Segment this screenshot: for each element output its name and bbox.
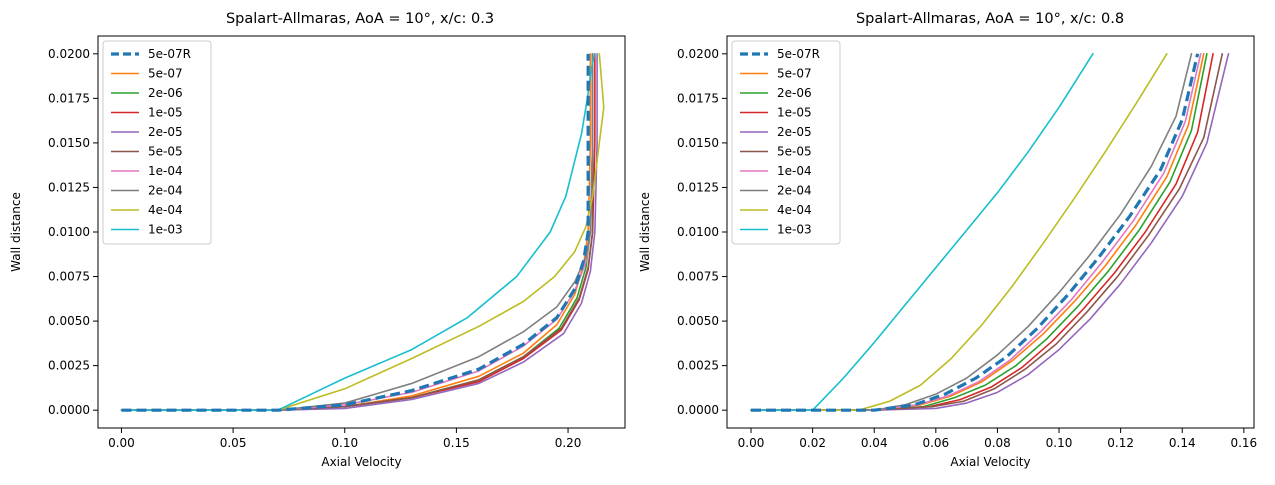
left-y-tick-label: 0.0125 bbox=[48, 180, 90, 194]
right-x-tick-label: 0.12 bbox=[1107, 436, 1134, 450]
left-x-tick-label: 0.10 bbox=[331, 436, 358, 450]
left-y-tick-label: 0.0075 bbox=[48, 270, 90, 284]
left-legend: 5e-07R 5e-07 2e-06 1e-05 2e-05 5e-05 1e-04 2e-0… bbox=[102, 40, 212, 245]
right-chart-title: Spalart-Allmaras, AoA = 10°, x/c: 0.8 bbox=[856, 11, 1124, 27]
left-legend-label-2e-06: 2e-06 bbox=[148, 86, 183, 100]
right-legend-label-2e-05: 2e-05 bbox=[777, 125, 812, 139]
right-legend-label-5e-07R: 5e-07R bbox=[777, 47, 820, 61]
right-series-group bbox=[750, 53, 1230, 412]
chart-panel-right: 0.00 0.02 0.04 0.06 0.08 0.10 0.12 0.14 0.16 0.00… bbox=[638, 11, 1257, 469]
left-legend-label-2e-05: 2e-05 bbox=[148, 125, 183, 139]
left-x-tick-label: 0.20 bbox=[555, 436, 582, 450]
right-legend-label-1e-03: 1e-03 bbox=[777, 223, 812, 237]
left-series-line-5e-07R bbox=[121, 53, 590, 412]
right-series-line-1e-03 bbox=[750, 53, 1094, 411]
left-y-tick-label: 0.0000 bbox=[48, 403, 90, 417]
right-y-tick-label: 0.0200 bbox=[677, 47, 719, 61]
left-y-tick-label: 0.0025 bbox=[48, 359, 90, 373]
left-legend-label-1e-05: 1e-05 bbox=[148, 106, 183, 120]
right-legend-label-2e-04: 2e-04 bbox=[777, 184, 812, 198]
right-series-line-5e-05 bbox=[750, 53, 1224, 411]
right-x-axis-label: Axial Velocity bbox=[950, 455, 1030, 469]
right-x-tick-label: 0.16 bbox=[1230, 436, 1257, 450]
right-legend-label-4e-04: 4e-04 bbox=[777, 203, 812, 217]
right-y-tick-label: 0.0000 bbox=[677, 403, 719, 417]
left-legend-label-4e-04: 4e-04 bbox=[148, 203, 183, 217]
right-series-line-2e-05 bbox=[750, 53, 1230, 411]
left-legend-label-1e-04: 1e-04 bbox=[148, 164, 183, 178]
left-y-tick-label: 0.0150 bbox=[48, 136, 90, 150]
right-legend-label-1e-05: 1e-05 bbox=[777, 106, 812, 120]
right-y-tick-label: 0.0150 bbox=[677, 136, 719, 150]
right-legend: 5e-07R 5e-07 2e-06 1e-05 2e-05 5e-05 1e-04 2e-0… bbox=[731, 40, 841, 245]
right-series-line-4e-04 bbox=[750, 53, 1168, 411]
left-x-tick-label: 0.00 bbox=[108, 436, 135, 450]
right-legend-label-2e-06: 2e-06 bbox=[777, 86, 812, 100]
right-y-tick-label: 0.0175 bbox=[677, 91, 719, 105]
left-x-axis-label: Axial Velocity bbox=[321, 455, 401, 469]
right-y-tick-label: 0.0075 bbox=[677, 270, 719, 284]
left-series-line-2e-05 bbox=[120, 53, 598, 411]
chart-panel-left: 0.00 0.05 0.10 0.15 0.20 0.0000 0.0025 0.0050 0.… bbox=[9, 11, 626, 469]
right-x-tick-label: 0.14 bbox=[1169, 436, 1196, 450]
right-x-tick-label: 0.04 bbox=[861, 436, 888, 450]
right-x-tick-label: 0.06 bbox=[922, 436, 949, 450]
left-y-tick-label: 0.0100 bbox=[48, 225, 90, 239]
right-x-tick-label: 0.02 bbox=[799, 436, 826, 450]
right-y-tick-label: 0.0100 bbox=[677, 225, 719, 239]
left-series-group bbox=[120, 53, 605, 412]
left-legend-label-2e-04: 2e-04 bbox=[148, 184, 183, 198]
right-series-line-5e-07 bbox=[750, 53, 1205, 411]
right-legend-box bbox=[731, 40, 841, 245]
left-y-axis-label: Wall distance bbox=[9, 192, 23, 272]
left-y-tick-label: 0.0175 bbox=[48, 91, 90, 105]
left-series-line-4e-04 bbox=[120, 53, 605, 411]
right-y-axis-label: Wall distance bbox=[638, 192, 652, 272]
right-legend-label-1e-04: 1e-04 bbox=[777, 164, 812, 178]
right-x-tick-label: 0.10 bbox=[1046, 436, 1073, 450]
right-x-tick-label: 0.08 bbox=[984, 436, 1011, 450]
left-x-tick-label: 0.15 bbox=[443, 436, 470, 450]
left-legend-label-1e-03: 1e-03 bbox=[148, 223, 183, 237]
right-y-tick-label: 0.0025 bbox=[677, 359, 719, 373]
left-y-tick-label: 0.0200 bbox=[48, 47, 90, 61]
right-legend-label-5e-05: 5e-05 bbox=[777, 145, 812, 159]
right-y-tick-label: 0.0050 bbox=[677, 314, 719, 328]
left-legend-label-5e-07: 5e-07 bbox=[148, 67, 183, 81]
left-legend-label-5e-07R: 5e-07R bbox=[148, 47, 191, 61]
left-x-tick-label: 0.05 bbox=[220, 436, 247, 450]
left-y-tick-label: 0.0050 bbox=[48, 314, 90, 328]
right-x-tick-label: 0.00 bbox=[738, 436, 765, 450]
right-legend-label-5e-07: 5e-07 bbox=[777, 67, 812, 81]
left-legend-box bbox=[102, 40, 212, 245]
right-y-tick-label: 0.0125 bbox=[677, 180, 719, 194]
left-chart-title: Spalart-Allmaras, AoA = 10°, x/c: 0.3 bbox=[226, 11, 494, 27]
left-legend-label-5e-05: 5e-05 bbox=[148, 145, 183, 159]
right-series-line-5e-07R bbox=[751, 53, 1200, 412]
